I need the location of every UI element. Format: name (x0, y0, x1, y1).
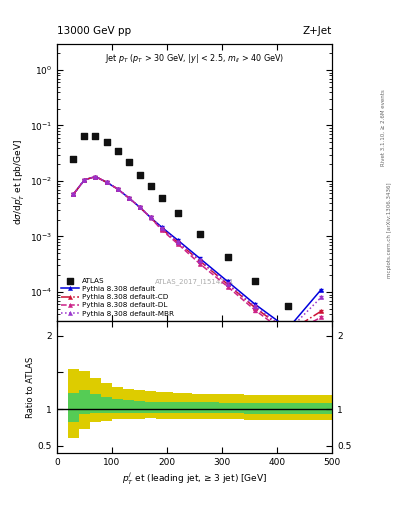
Pythia 8.308 default-DL (286, 332, 290, 338)
Pythia 8.308 default (148, 215, 153, 221)
Pythia 8.308 default (115, 186, 120, 192)
Pythia 8.308 default-MBR (225, 281, 230, 287)
Pythia 8.308 default-DL (253, 307, 257, 313)
Pythia 8.308 default (286, 326, 290, 332)
Pythia 8.308 default-DL (148, 215, 153, 221)
Pythia 8.308 default-CD (148, 215, 153, 221)
Pythia 8.308 default-CD (198, 258, 202, 264)
Pythia 8.308 default-CD (82, 177, 87, 183)
ATLAS (252, 276, 258, 285)
Pythia 8.308 default-CD (93, 174, 98, 180)
Pythia 8.308 default (104, 179, 109, 185)
Pythia 8.308 default-DL (115, 186, 120, 192)
Pythia 8.308 default (319, 287, 323, 293)
Pythia 8.308 default (225, 279, 230, 285)
Text: mcplots.cern.ch [arXiv:1306.3436]: mcplots.cern.ch [arXiv:1306.3436] (387, 183, 391, 278)
Pythia 8.308 default-DL (319, 314, 323, 321)
Pythia 8.308 default-DL (126, 195, 131, 201)
Line: Pythia 8.308 default-CD: Pythia 8.308 default-CD (72, 175, 323, 334)
Pythia 8.308 default (126, 195, 131, 201)
Line: Pythia 8.308 default: Pythia 8.308 default (72, 175, 323, 331)
Pythia 8.308 default (198, 255, 202, 262)
Text: Z+Jet: Z+Jet (303, 26, 332, 36)
Pythia 8.308 default-CD (159, 226, 164, 232)
ATLAS (285, 302, 291, 310)
ATLAS (92, 132, 99, 140)
ATLAS (175, 208, 181, 217)
Pythia 8.308 default-MBR (319, 294, 323, 301)
Text: Rivet 3.1.10, ≥ 2.6M events: Rivet 3.1.10, ≥ 2.6M events (381, 90, 386, 166)
ATLAS (158, 194, 165, 202)
Pythia 8.308 default-MBR (159, 225, 164, 231)
Pythia 8.308 default (253, 301, 257, 307)
Line: Pythia 8.308 default-MBR: Pythia 8.308 default-MBR (72, 175, 323, 333)
Pythia 8.308 default-DL (104, 179, 109, 185)
ATLAS (147, 182, 154, 190)
Pythia 8.308 default (137, 204, 142, 210)
Pythia 8.308 default-DL (137, 204, 142, 210)
Pythia 8.308 default-CD (253, 305, 257, 311)
ATLAS (114, 147, 121, 155)
Pythia 8.308 default-MBR (286, 328, 290, 334)
Pythia 8.308 default (159, 224, 164, 230)
Pythia 8.308 default-DL (93, 174, 98, 180)
Pythia 8.308 default-MBR (253, 303, 257, 309)
Pythia 8.308 default-CD (115, 186, 120, 192)
Pythia 8.308 default-MBR (115, 186, 120, 192)
Pythia 8.308 default-CD (176, 240, 180, 246)
Pythia 8.308 default-MBR (198, 258, 202, 264)
Pythia 8.308 default-MBR (148, 215, 153, 221)
ATLAS (103, 138, 110, 146)
Pythia 8.308 default-DL (159, 227, 164, 233)
Pythia 8.308 default-CD (104, 179, 109, 185)
Pythia 8.308 default-DL (198, 261, 202, 267)
Pythia 8.308 default-CD (225, 281, 230, 287)
Y-axis label: d$\sigma$/d$p_T^j$ et [pb/GeV]: d$\sigma$/d$p_T^j$ et [pb/GeV] (11, 139, 27, 225)
ATLAS (70, 155, 77, 163)
Y-axis label: Ratio to ATLAS: Ratio to ATLAS (26, 356, 35, 418)
ATLAS (197, 230, 203, 238)
Pythia 8.308 default-MBR (176, 239, 180, 245)
Pythia 8.308 default-CD (71, 191, 76, 197)
ATLAS (81, 132, 88, 140)
ATLAS (318, 362, 324, 371)
Pythia 8.308 default-DL (71, 191, 76, 197)
Pythia 8.308 default (93, 174, 98, 180)
Pythia 8.308 default-CD (137, 204, 142, 210)
Pythia 8.308 default (82, 177, 87, 183)
Pythia 8.308 default (176, 238, 180, 244)
Pythia 8.308 default-MBR (137, 204, 142, 210)
X-axis label: $p_T^j$ et (leading jet, ≥ 3 jet) [GeV]: $p_T^j$ et (leading jet, ≥ 3 jet) [GeV] (122, 471, 267, 487)
ATLAS (125, 158, 132, 166)
Pythia 8.308 default-MBR (93, 174, 98, 180)
Pythia 8.308 default-DL (225, 284, 230, 290)
Pythia 8.308 default-MBR (104, 179, 109, 185)
Pythia 8.308 default-CD (319, 308, 323, 314)
Pythia 8.308 default-MBR (126, 195, 131, 201)
Pythia 8.308 default-DL (82, 177, 87, 183)
Text: ATLAS_2017_I1514251: ATLAS_2017_I1514251 (155, 278, 234, 285)
Text: Jet $p_T$ ($p_T$ > 30 GeV, $|y|$ < 2.5, $m_{ll}$ > 40 GeV): Jet $p_T$ ($p_T$ > 30 GeV, $|y|$ < 2.5, … (105, 52, 284, 65)
Line: Pythia 8.308 default-DL: Pythia 8.308 default-DL (72, 175, 323, 337)
Pythia 8.308 default (71, 191, 76, 197)
Text: 13000 GeV pp: 13000 GeV pp (57, 26, 131, 36)
Pythia 8.308 default-CD (286, 329, 290, 335)
Pythia 8.308 default-DL (176, 241, 180, 247)
Legend: ATLAS, Pythia 8.308 default, Pythia 8.308 default-CD, Pythia 8.308 default-DL, P: ATLAS, Pythia 8.308 default, Pythia 8.30… (59, 275, 176, 319)
Pythia 8.308 default-CD (126, 195, 131, 201)
ATLAS (136, 170, 143, 179)
Pythia 8.308 default-MBR (71, 191, 76, 197)
ATLAS (224, 253, 231, 262)
Pythia 8.308 default-MBR (82, 177, 87, 183)
